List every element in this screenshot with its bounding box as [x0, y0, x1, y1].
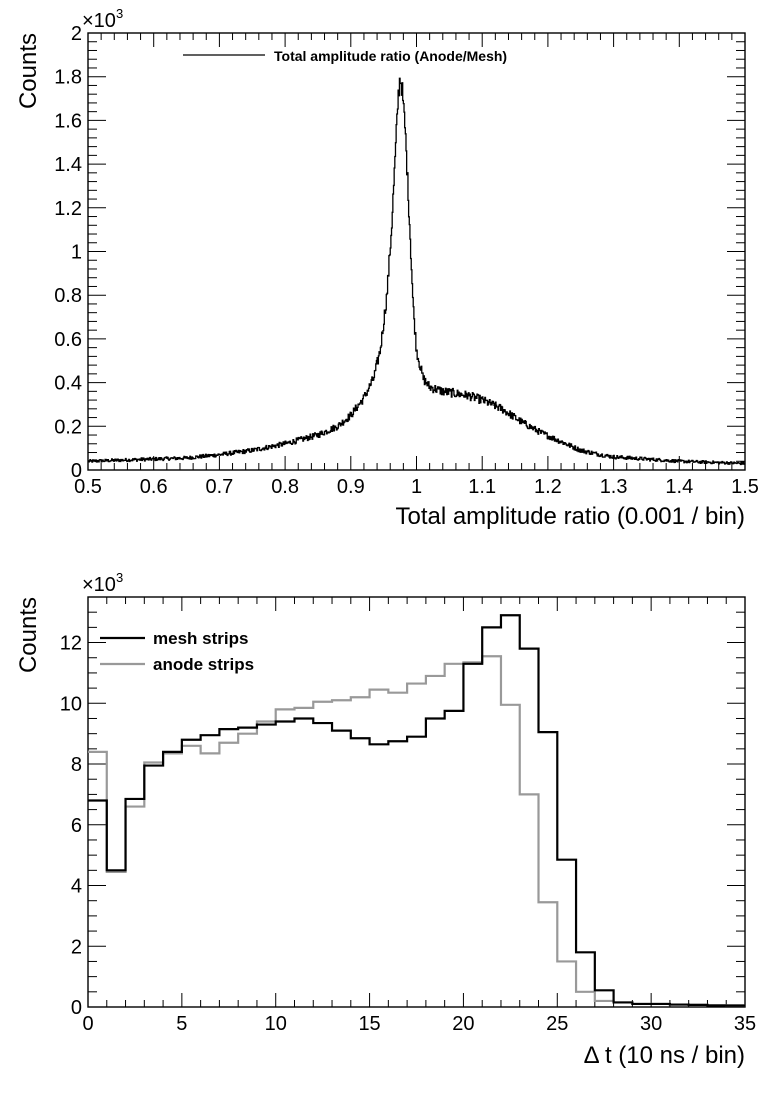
bottom-x-tick-label: 5 [176, 1013, 187, 1035]
top-y-multiplier: ×103 [82, 6, 123, 32]
top-y-tick-label: 0 [71, 460, 82, 482]
top-chart: 0 0.2 0.4 0.6 0.8 1 1.2 1.4 1.6 1.8 2 0.5 0.6 0.7 0.8… [15, 6, 759, 530]
top-y-tick-label: 1.8 [54, 67, 82, 89]
bottom-plot-frame [87, 596, 746, 1008]
top-x-tick-label: 1.5 [731, 476, 759, 498]
top-axis-ticks [87, 32, 746, 471]
bottom-x-tick-labels: 0 5 10 15 20 25 30 35 [82, 1013, 756, 1035]
bottom-y-tick-label: 12 [60, 633, 82, 655]
top-series-total-amplitude-ratio [88, 77, 745, 466]
bottom-y-tick-labels: 0 2 4 6 8 10 12 [60, 633, 82, 1019]
bottom-y-multiplier: ×103 [82, 570, 123, 596]
top-y-axis-title: Counts [15, 33, 42, 109]
bottom-y-tick-label: 10 [60, 693, 82, 715]
top-y-tick-label: 1 [71, 242, 82, 264]
top-y-tick-label: 0.2 [54, 416, 82, 438]
bottom-y-tick-label: 4 [71, 876, 82, 898]
bottom-x-tick-label: 25 [546, 1013, 568, 1035]
bottom-y-axis-title: Counts [15, 597, 42, 673]
bottom-series-mesh-strips [88, 614, 745, 1007]
bottom-x-axis-title: Δ t (10 ns / bin) [584, 1042, 745, 1069]
bottom-y-tick-label: 0 [71, 997, 82, 1019]
top-y-tick-label: 0.6 [54, 329, 82, 351]
bottom-x-tick-label: 35 [734, 1013, 756, 1035]
top-legend-label: Total amplitude ratio (Anode/Mesh) [274, 48, 507, 64]
bottom-y-tick-label: 6 [71, 815, 82, 837]
top-x-tick-label: 0.7 [205, 476, 233, 498]
top-x-tick-label: 1.2 [534, 476, 562, 498]
bottom-legend: mesh strips anode strips [100, 629, 254, 674]
bottom-x-tick-label: 0 [82, 1013, 93, 1035]
top-x-tick-label: 0.9 [337, 476, 365, 498]
top-y-tick-label: 1.4 [54, 154, 82, 176]
top-y-tick-label: 2 [71, 23, 82, 45]
top-x-tick-label: 1 [411, 476, 422, 498]
top-x-tick-label: 1.3 [600, 476, 628, 498]
top-x-axis-title: Total amplitude ratio (0.001 / bin) [395, 503, 745, 530]
bottom-x-tick-label: 10 [265, 1013, 287, 1035]
top-plot-frame [87, 32, 746, 471]
top-x-tick-label: 0.6 [140, 476, 168, 498]
top-x-tick-labels: 0.5 0.6 0.7 0.8 0.9 1 1.1 1.2 1.3 1.4 1.5 [74, 476, 759, 498]
bottom-axis-ticks [87, 596, 746, 1008]
bottom-x-tick-label: 15 [358, 1013, 380, 1035]
legend-label-anode: anode strips [153, 655, 254, 674]
legend-label-mesh: mesh strips [153, 629, 248, 648]
top-y-tick-labels: 0 0.2 0.4 0.6 0.8 1 1.2 1.4 1.6 1.8 2 [54, 23, 82, 482]
top-y-tick-label: 0.8 [54, 285, 82, 307]
top-legend: Total amplitude ratio (Anode/Mesh) [183, 48, 507, 64]
top-x-tick-label: 1.4 [665, 476, 693, 498]
top-x-tick-label: 0.8 [271, 476, 299, 498]
bottom-x-tick-label: 20 [452, 1013, 474, 1035]
top-y-tick-label: 0.4 [54, 373, 82, 395]
top-x-tick-label: 1.1 [468, 476, 496, 498]
bottom-series-anode-strips [88, 655, 745, 1007]
bottom-y-tick-label: 2 [71, 936, 82, 958]
top-y-tick-label: 1.2 [54, 198, 82, 220]
top-x-tick-label: 0.5 [74, 476, 102, 498]
bottom-x-tick-label: 30 [640, 1013, 662, 1035]
bottom-chart: 0 2 4 6 8 10 12 0 5 10 15 20 25 30 35 ×103 Counts Δ t… [15, 570, 756, 1069]
bottom-y-tick-label: 8 [71, 754, 82, 776]
top-y-tick-label: 1.6 [54, 110, 82, 132]
